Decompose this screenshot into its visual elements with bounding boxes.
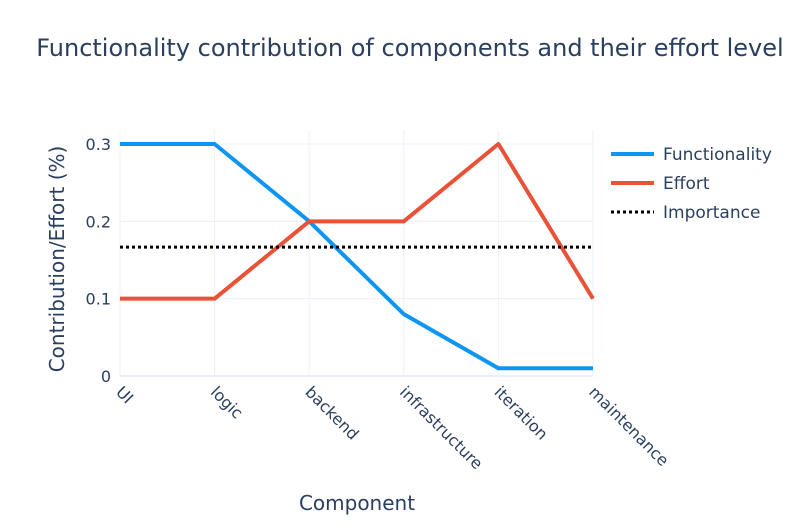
y-tick-label: 0.1	[86, 290, 111, 309]
legend-label: Effort	[663, 174, 710, 194]
plot-area	[120, 142, 595, 371]
x-tick-label: iteration	[491, 382, 552, 443]
grid	[119, 130, 594, 377]
x-axis-ticks: UI logic backend infrastructure iteration mai…	[112, 382, 673, 473]
y-axis-title: Contribution/Effort (%)	[45, 146, 69, 373]
x-tick-label: UI	[112, 382, 137, 407]
series-line	[120, 142, 593, 371]
x-tick-label: logic	[207, 382, 247, 422]
x-tick-label: infrastructure	[396, 382, 487, 473]
x-tick-label: maintenance	[585, 382, 673, 470]
chart-title: Functionality contribution of components…	[36, 34, 783, 62]
legend: Functionality Effort Importance	[611, 145, 772, 223]
y-tick-label: 0.3	[86, 135, 111, 154]
x-axis-title: Component	[299, 491, 415, 515]
legend-label: Functionality	[663, 145, 772, 165]
legend-label: Importance	[663, 203, 760, 223]
x-tick-label: backend	[301, 382, 362, 443]
y-tick-label: 0.2	[86, 212, 111, 231]
y-tick-label: 0	[101, 367, 111, 386]
series-line	[120, 142, 595, 301]
y-axis-ticks: 0 0.1 0.2 0.3	[86, 135, 111, 386]
